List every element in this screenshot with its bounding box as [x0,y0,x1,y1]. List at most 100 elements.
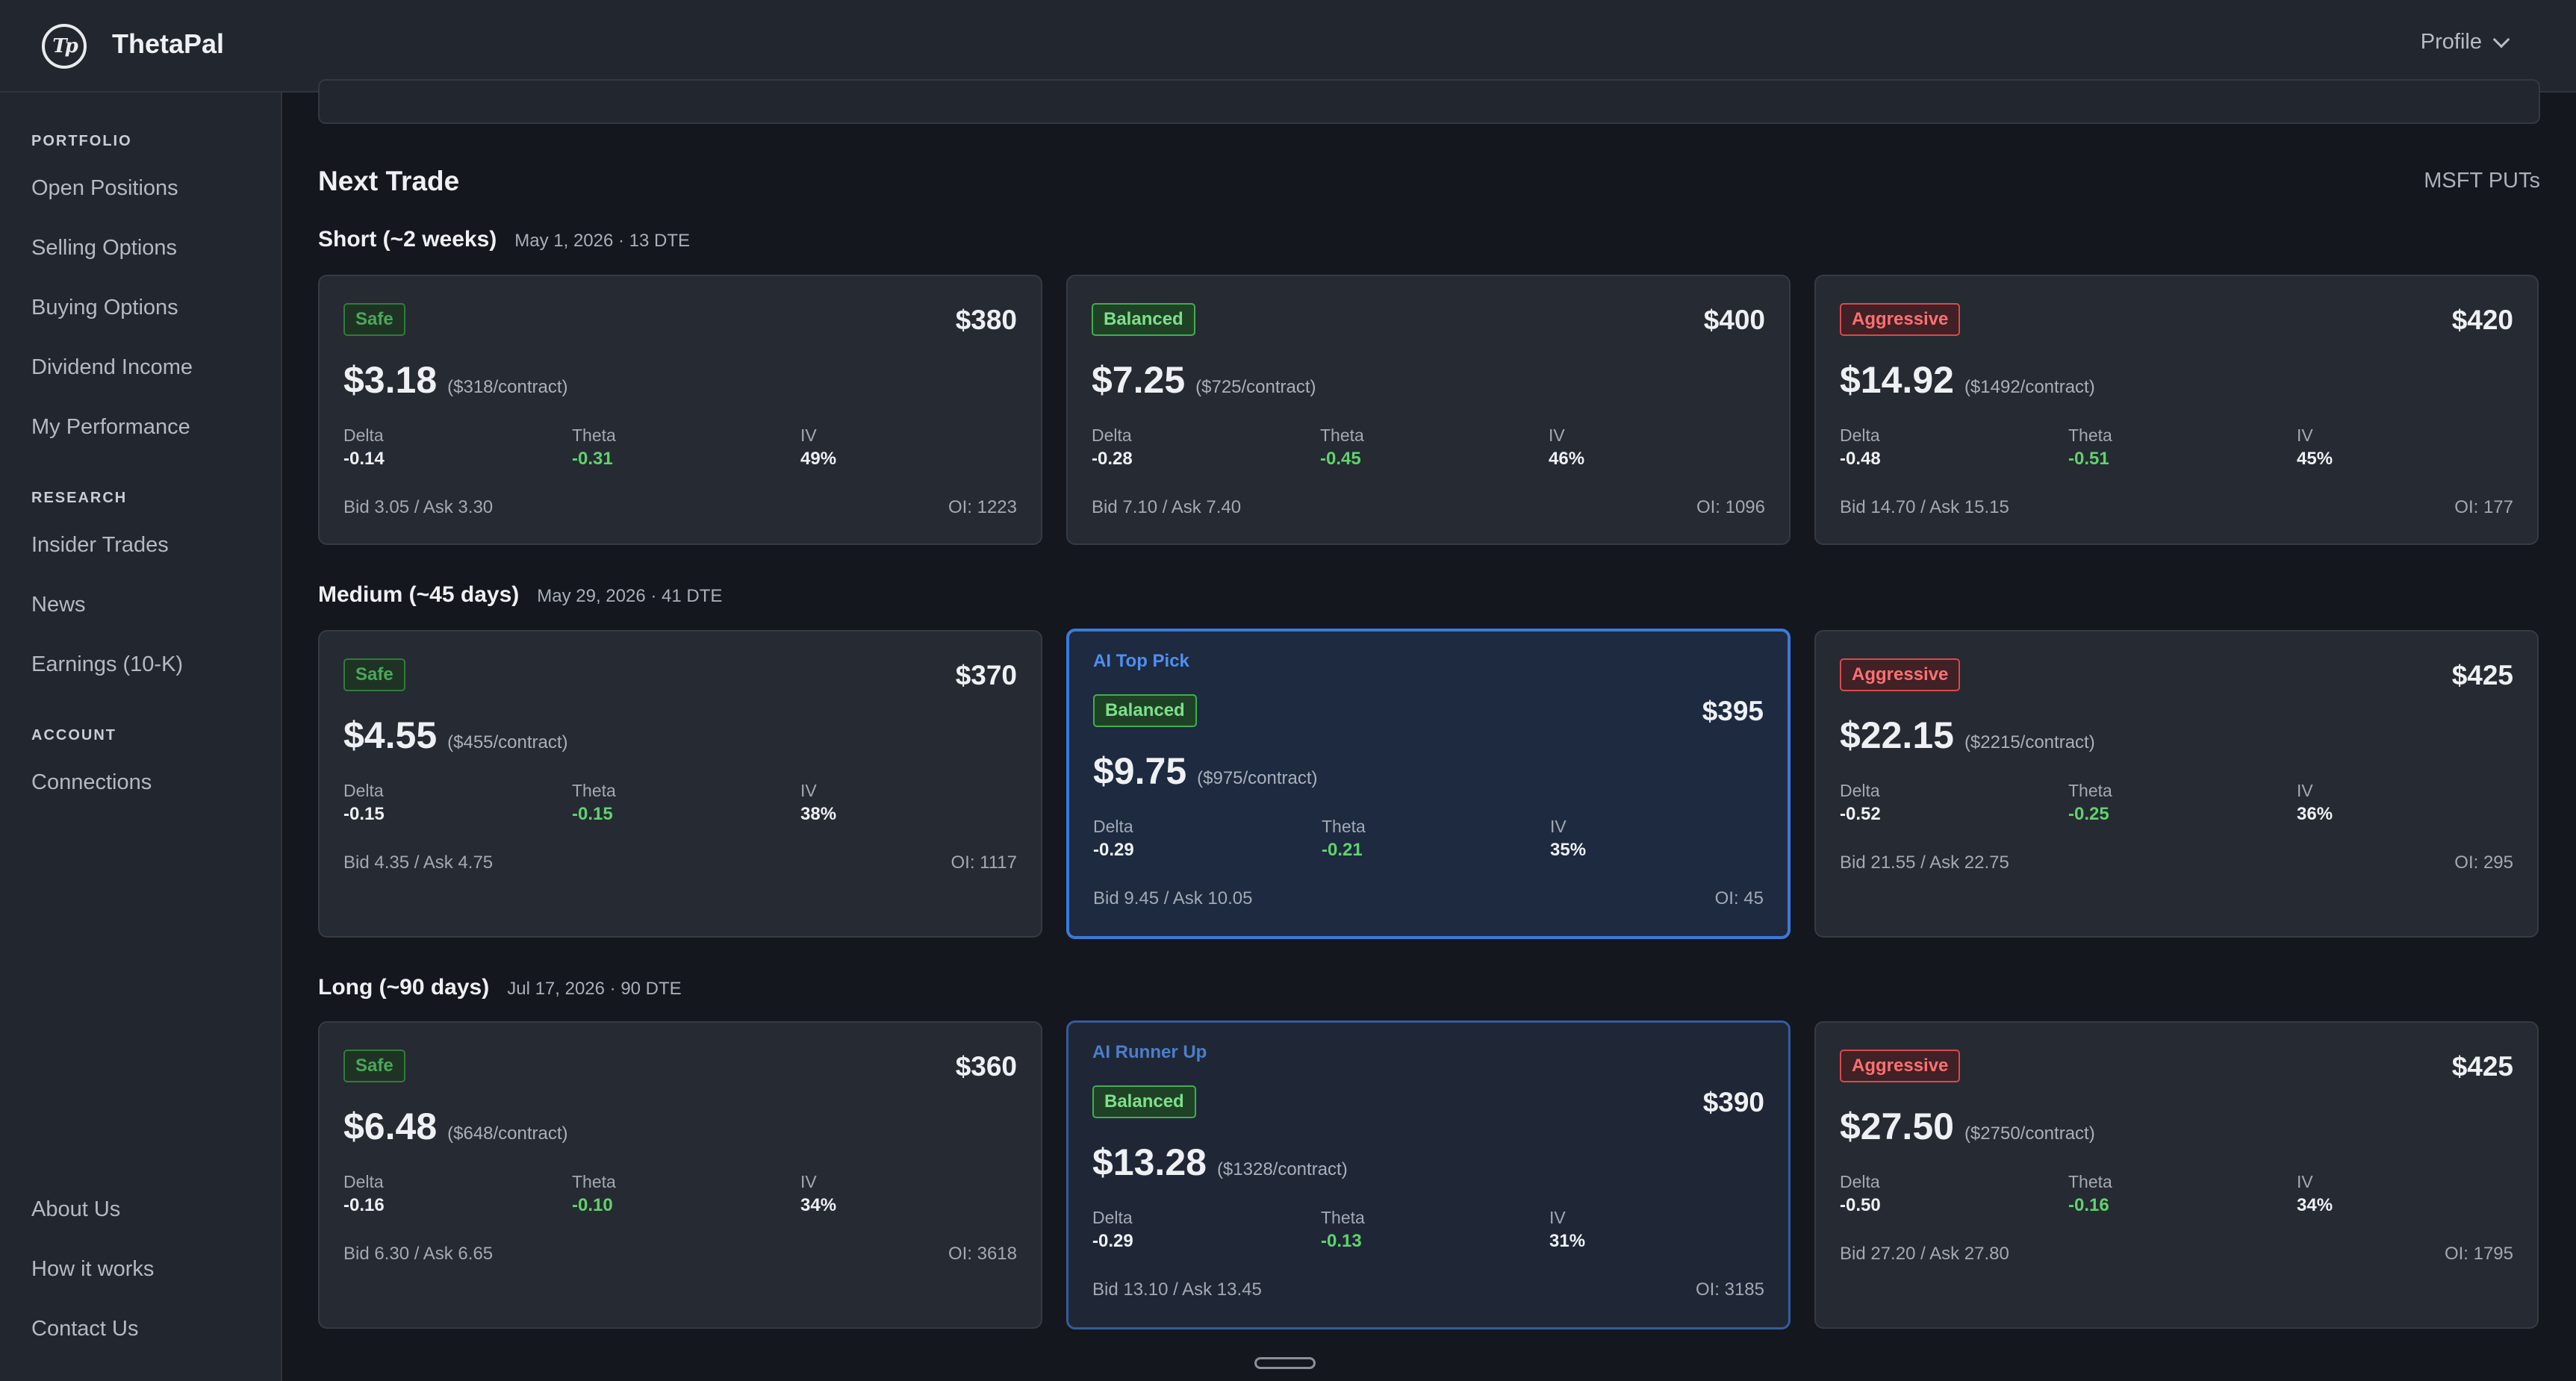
bid-ask: Bid 4.35 / Ask 4.75 [343,852,494,873]
strike-price: $390 [1702,1087,1764,1117]
per-contract: ($1492/contract) [1964,377,2095,397]
sidebar-item-open-positions[interactable]: Open Positions [31,176,178,200]
greek-delta: Delta -0.29 [1093,817,1134,860]
greek-delta: Delta -0.14 [343,425,385,469]
sidebar-item-contact-us[interactable]: Contact Us [31,1317,139,1341]
bid-ask: Bid 3.05 / Ask 3.30 [343,497,494,517]
greek-delta: Delta -0.16 [343,1172,385,1215]
previous-section-card [318,79,2540,124]
strike-price: $395 [1702,696,1764,726]
section-title-research: RESEARCH [31,490,128,506]
sidebar-item-earnings[interactable]: Earnings (10-K) [31,652,184,676]
sidebar-item-selling-options[interactable]: Selling Options [31,236,178,260]
greek-theta: Theta -0.10 [572,1172,616,1215]
bid-ask: Bid 14.70 / Ask 15.15 [1840,497,2009,517]
per-contract: ($975/contract) [1197,768,1318,788]
trade-card-ai-runner-up[interactable]: AI Runner Up Balanced $390 $13.28 ($1328… [1066,1020,1791,1329]
status-badge: Aggressive [1840,303,1961,336]
greek-iv: IV 45% [2297,425,2333,469]
row-header-short: Short (~2 weeks) May 1, 2026 · 13 DTE [318,227,690,252]
row-title: Short (~2 weeks) [318,227,497,252]
bid-ask: Bid 13.10 / Ask 13.45 [1092,1279,1262,1300]
premium: $7.25 [1092,359,1186,401]
open-interest: OI: 3618 [948,1244,1017,1264]
sidebar-item-news[interactable]: News [31,593,86,617]
row-date: May 29, 2026 · 41 DTE [537,586,723,606]
greek-iv: IV 36% [2297,781,2333,824]
row-date: Jul 17, 2026 · 90 DTE [507,979,682,999]
status-badge: Safe [343,658,405,691]
scroll-handle[interactable] [1254,1357,1316,1369]
ticker-label: MSFT PUTs [2424,169,2540,193]
status-badge: Aggressive [1840,1050,1961,1082]
open-interest: OI: 177 [2454,497,2513,517]
greek-theta: Theta -0.31 [572,425,616,469]
bid-ask: Bid 27.20 / Ask 27.80 [1840,1244,2009,1264]
trade-card-short-aggressive[interactable]: Aggressive $420 $14.92 ($1492/contract) … [1814,275,2539,545]
main-content: Next Trade MSFT PUTs Short (~2 weeks) Ma… [284,79,2576,1381]
row-title: Medium (~45 days) [318,582,520,607]
row-header-medium: Medium (~45 days) May 29, 2026 · 41 DTE [318,582,722,608]
open-interest: OI: 1795 [2444,1244,2513,1264]
greek-iv: IV 46% [1549,425,1585,469]
page-title: Next Trade [318,166,460,196]
profile-label: Profile [2420,30,2482,54]
greek-iv: IV 49% [800,425,837,469]
sidebar: PORTFOLIO Open Positions Selling Options… [0,93,282,1381]
open-interest: OI: 3185 [1695,1279,1764,1300]
bid-ask: Bid 6.30 / Ask 6.65 [343,1244,494,1264]
greek-iv: IV 34% [2297,1172,2333,1215]
trade-card-medium-safe[interactable]: Safe $370 $4.55 ($455/contract) Delta -0.… [318,630,1042,938]
sidebar-item-insider-trades[interactable]: Insider Trades [31,533,169,557]
status-badge: Balanced [1092,1085,1196,1118]
strike-price: $420 [2451,305,2513,335]
strike-price: $370 [955,660,1017,690]
sidebar-item-how-it-works[interactable]: How it works [31,1257,155,1281]
greek-delta: Delta -0.48 [1840,425,1881,469]
per-contract: ($1328/contract) [1216,1159,1348,1179]
premium: $9.75 [1093,750,1187,792]
sidebar-item-my-performance[interactable]: My Performance [31,415,190,439]
sidebar-item-dividend-income[interactable]: Dividend Income [31,355,193,379]
per-contract: ($648/contract) [447,1123,568,1144]
greek-theta: Theta -0.25 [2068,781,2112,824]
sidebar-item-about-us[interactable]: About Us [31,1197,121,1221]
trade-card-short-balanced[interactable]: Balanced $400 $7.25 ($725/contract) Delt… [1066,275,1791,545]
strike-price: $425 [2451,1051,2513,1082]
premium: $14.92 [1840,359,1954,401]
tp-logo-icon[interactable]: Tp [42,24,87,69]
ai-runner-up-label: AI Runner Up [1092,1042,1207,1062]
open-interest: OI: 1223 [948,497,1017,517]
bid-ask: Bid 9.45 / Ask 10.05 [1093,888,1253,908]
sidebar-item-buying-options[interactable]: Buying Options [31,296,178,319]
open-interest: OI: 295 [2454,852,2513,873]
trade-card-long-aggressive[interactable]: Aggressive $425 $27.50 ($2750/contract) … [1814,1021,2539,1329]
greek-theta: Theta -0.13 [1321,1208,1365,1251]
premium: $4.55 [343,714,438,756]
trade-card-short-safe[interactable]: Safe $380 $3.18 ($318/contract) Delta -0.… [318,275,1042,545]
premium: $13.28 [1092,1141,1207,1183]
strike-price: $360 [955,1051,1017,1082]
status-badge: Safe [343,303,405,336]
section-title-portfolio: PORTFOLIO [31,133,132,149]
strike-price: $400 [1703,305,1765,335]
sidebar-item-connections[interactable]: Connections [31,770,152,794]
row-date: May 1, 2026 · 13 DTE [514,231,691,251]
row-title: Long (~90 days) [318,975,490,1000]
greek-iv: IV 34% [800,1172,837,1215]
open-interest: OI: 1117 [951,852,1018,873]
top-bar: Tp ThetaPal Profile [0,0,2576,93]
strike-price: $425 [2451,660,2513,690]
per-contract: ($2750/contract) [1964,1123,2095,1144]
trade-card-ai-top-pick[interactable]: AI Top Pick Balanced $395 $9.75 ($975/co… [1066,629,1791,939]
trade-card-long-safe[interactable]: Safe $360 $6.48 ($648/contract) Delta -0.… [318,1021,1042,1329]
app-title[interactable]: ThetaPal [112,28,225,59]
greek-delta: Delta -0.29 [1092,1208,1133,1251]
greek-theta: Theta -0.45 [1320,425,1364,469]
profile-menu[interactable]: Profile [2420,30,2510,54]
greek-theta: Theta -0.21 [1322,817,1366,860]
open-interest: OI: 45 [1714,888,1764,908]
greek-delta: Delta -0.50 [1840,1172,1881,1215]
per-contract: ($318/contract) [447,377,568,397]
trade-card-medium-aggressive[interactable]: Aggressive $425 $22.15 ($2215/contract) … [1814,630,2539,938]
